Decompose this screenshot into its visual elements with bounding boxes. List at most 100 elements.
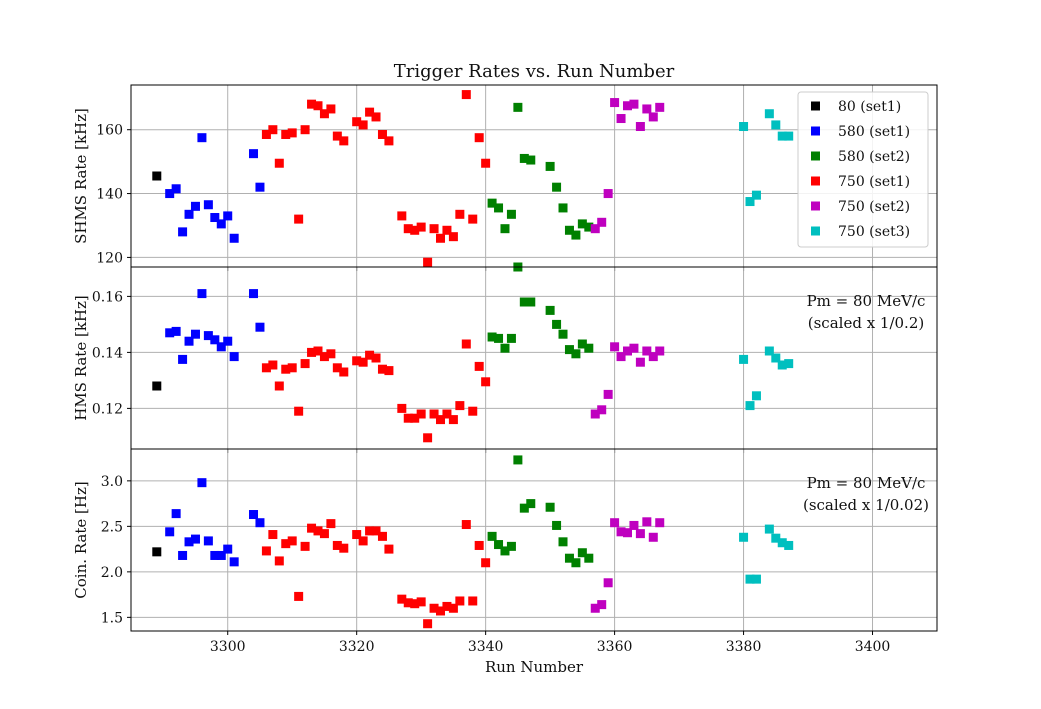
- data-point: [268, 125, 278, 135]
- data-point: [423, 257, 433, 267]
- data-point: [739, 532, 749, 542]
- data-point: [526, 155, 536, 165]
- data-point: [448, 232, 458, 242]
- data-point: [500, 546, 510, 556]
- data-point: [229, 233, 239, 243]
- data-point: [300, 359, 310, 369]
- data-point: [622, 101, 632, 111]
- data-point: [655, 102, 665, 112]
- data-point: [210, 550, 220, 560]
- grid-lines: [131, 449, 937, 631]
- data-point: [377, 364, 387, 374]
- data-point: [410, 413, 420, 423]
- data-point: [526, 297, 536, 307]
- data-point: [377, 531, 387, 541]
- data-point: [519, 503, 529, 513]
- y-tick-label: 120: [96, 250, 123, 266]
- data-point: [455, 596, 465, 606]
- data-point: [642, 346, 652, 356]
- data-point: [564, 553, 574, 563]
- data-point: [403, 598, 413, 608]
- y-tick-label: 0.12: [92, 401, 123, 417]
- data-point: [629, 520, 639, 530]
- legend-label: 750 (set1): [838, 174, 910, 190]
- data-point: [642, 104, 652, 114]
- data-point: [287, 128, 297, 138]
- y-tick-label: 0.16: [92, 289, 123, 305]
- data-point: [635, 122, 645, 132]
- legend-label: 750 (set3): [838, 224, 910, 240]
- data-point: [622, 528, 632, 538]
- data-point: [468, 214, 478, 224]
- data-point: [171, 509, 181, 519]
- data-point: [494, 203, 504, 213]
- data-point: [165, 527, 175, 537]
- data-point: [165, 328, 175, 338]
- data-point: [358, 536, 368, 546]
- data-point: [519, 153, 529, 163]
- data-point: [319, 109, 329, 119]
- data-point: [616, 352, 626, 362]
- data-point: [577, 219, 587, 229]
- data-point: [552, 319, 562, 329]
- data-point: [268, 530, 278, 540]
- data-point: [513, 455, 523, 465]
- legend-item: 80 (set1): [811, 99, 901, 115]
- data-point: [610, 518, 620, 528]
- data-point: [487, 332, 497, 342]
- data-point: [249, 510, 259, 520]
- data-point: [384, 366, 394, 376]
- data-point: [571, 230, 581, 240]
- data-point: [739, 122, 749, 132]
- data-point: [197, 289, 207, 299]
- y-tick-label: 1.5: [101, 610, 123, 626]
- data-point: [552, 520, 562, 530]
- data-point: [461, 520, 471, 530]
- data-point: [448, 603, 458, 613]
- data-point: [261, 129, 271, 139]
- data-point: [745, 574, 755, 584]
- data-point: [629, 343, 639, 353]
- data-point: [655, 346, 665, 356]
- legend-marker: [811, 151, 820, 161]
- data-point: [287, 363, 297, 373]
- panel-annotation: Pm = 80 MeV/c (scaled x 1/0.2): [807, 292, 926, 332]
- data-point: [603, 189, 613, 199]
- legend-marker: [811, 126, 820, 136]
- legend-marker: [811, 201, 820, 211]
- data-point: [648, 112, 658, 122]
- data-point: [552, 182, 562, 192]
- data-point: [429, 409, 439, 419]
- data-point: [184, 336, 194, 346]
- data-point: [590, 603, 600, 613]
- data-point: [777, 360, 787, 370]
- data-point: [377, 129, 387, 139]
- annotation-line: Pm = 80 MeV/c: [807, 474, 926, 492]
- data-point: [603, 578, 613, 588]
- data-point: [339, 543, 349, 553]
- data-point: [294, 406, 304, 416]
- data-point: [526, 499, 536, 509]
- data-point: [326, 519, 336, 529]
- data-point: [210, 335, 220, 345]
- data-point: [261, 363, 271, 373]
- data-point: [294, 214, 304, 224]
- data-point: [648, 532, 658, 542]
- data-point: [558, 203, 568, 213]
- series-group: [152, 262, 794, 443]
- data-point: [197, 133, 207, 143]
- data-point: [203, 200, 213, 210]
- data-point: [365, 350, 375, 360]
- data-point: [171, 326, 181, 336]
- data-point: [403, 413, 413, 423]
- data-point: [777, 538, 787, 548]
- data-point: [764, 346, 774, 356]
- y-axis: 120 140 160 SHMS Rate [kHz]: [72, 108, 131, 266]
- data-point: [468, 596, 478, 606]
- data-point: [751, 574, 761, 584]
- data-point: [371, 112, 381, 122]
- data-point: [461, 90, 471, 100]
- x-tick-label: 3320: [339, 639, 375, 655]
- data-point: [751, 391, 761, 401]
- data-point: [332, 540, 342, 550]
